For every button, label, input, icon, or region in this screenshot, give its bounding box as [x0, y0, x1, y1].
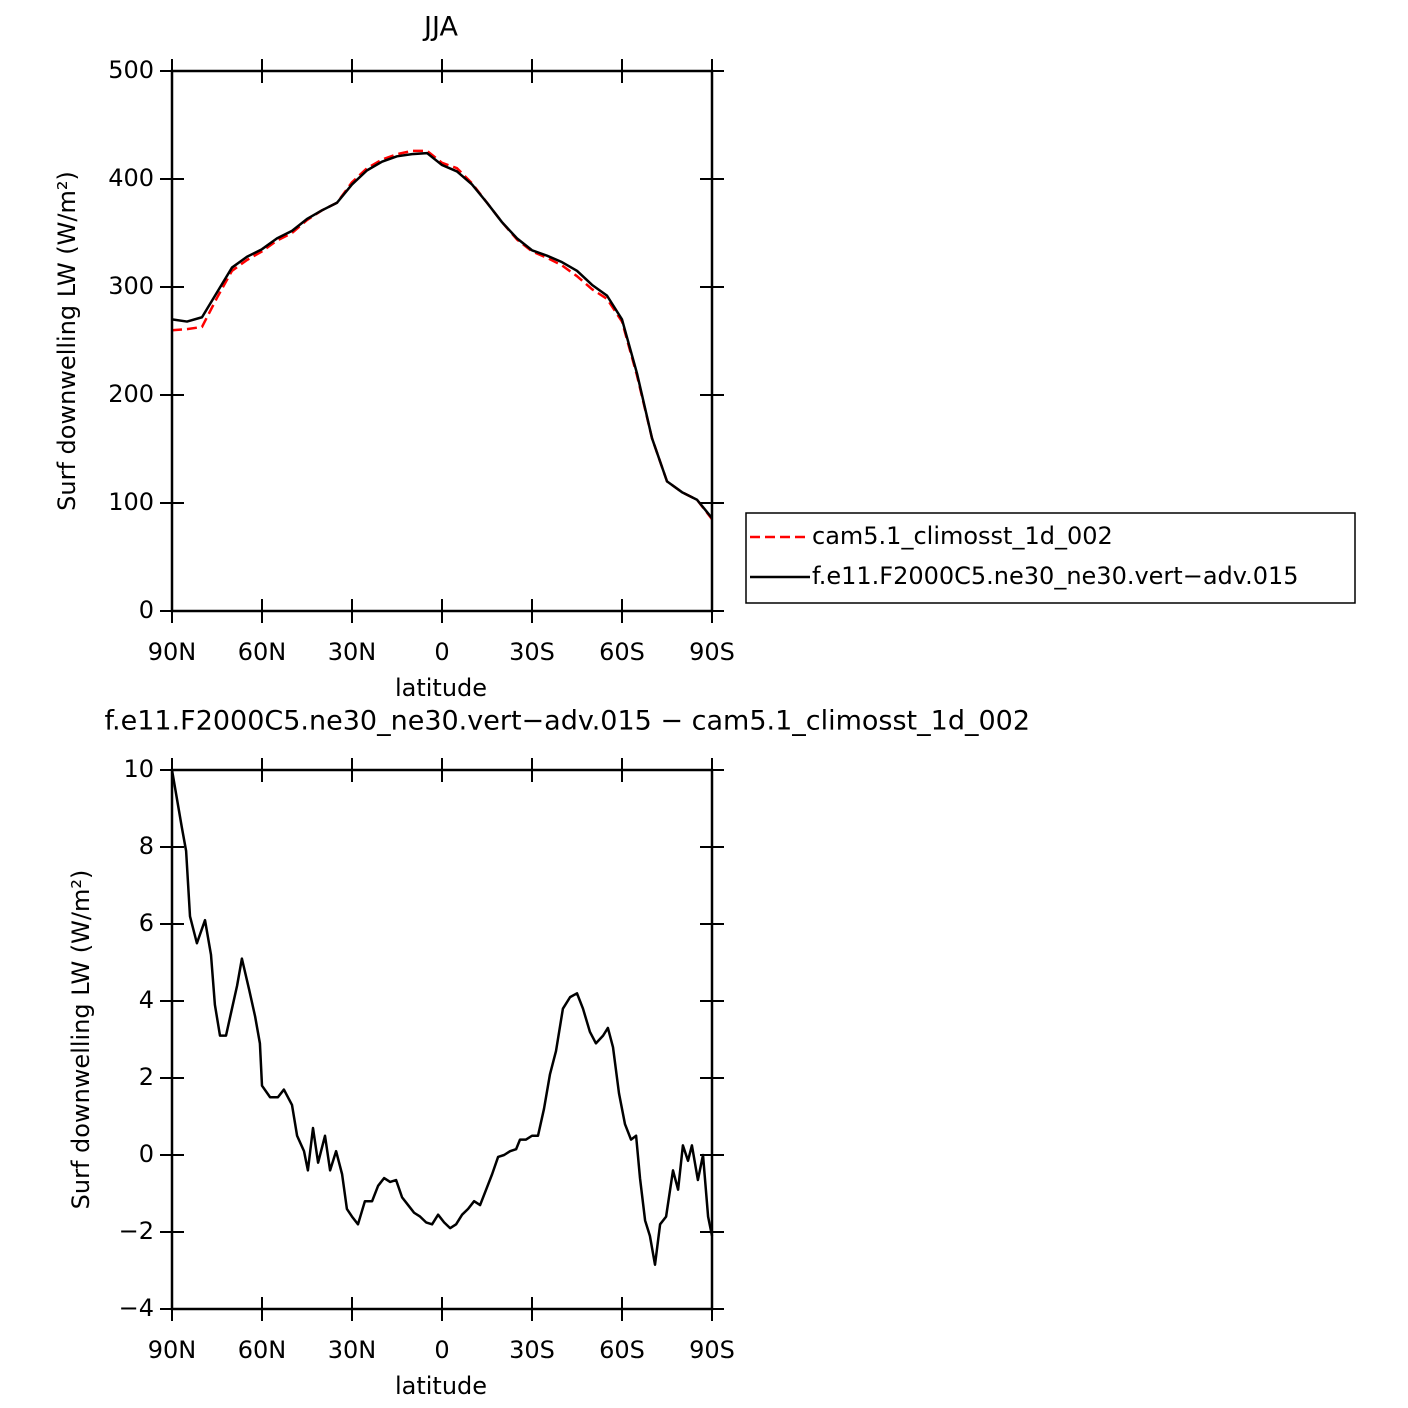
chart-title: f.e11.F2000C5.ne30_ne30.vert−adv.015 − c…	[104, 706, 1030, 737]
data-line	[170, 769, 714, 1266]
legend-box	[745, 512, 1356, 604]
y-tick-label: 100	[108, 488, 154, 516]
y-tick-label: 6	[139, 909, 154, 937]
x-tick-label: 0	[434, 638, 449, 666]
y-tick-label: 200	[108, 380, 154, 408]
x-tick-label: 90N	[148, 638, 197, 666]
y-tick-label: 10	[123, 755, 154, 783]
chart-title: JJA	[422, 12, 458, 43]
data-line	[171, 151, 713, 519]
x-tick-label: 60S	[599, 1336, 645, 1364]
legend-label: f.e11.F2000C5.ne30_ne30.vert−adv.015	[812, 562, 1299, 590]
x-tick-label: 30N	[328, 638, 377, 666]
y-tick-label: 8	[139, 832, 154, 860]
x-axis-label: latitude	[395, 674, 487, 702]
y-tick-label: −4	[119, 1294, 154, 1322]
x-tick-label: 30N	[328, 1336, 377, 1364]
x-axis-label: latitude	[395, 1372, 487, 1400]
y-axis-label: Surf downwelling LW (W/m²)	[53, 171, 81, 511]
y-tick-label: 4	[139, 986, 154, 1014]
y-tick-label: 300	[108, 272, 154, 300]
x-tick-label: 60S	[599, 638, 645, 666]
x-tick-label: 90S	[689, 638, 735, 666]
legend-label: cam5.1_climosst_1d_002	[812, 522, 1113, 550]
x-tick-label: 0	[434, 1336, 449, 1364]
x-tick-label: 90N	[148, 1336, 197, 1364]
x-tick-label: 60N	[238, 638, 287, 666]
x-tick-label: 30S	[509, 638, 555, 666]
y-tick-label: 400	[108, 164, 154, 192]
y-tick-label: 2	[139, 1063, 154, 1091]
x-tick-label: 60N	[238, 1336, 287, 1364]
y-tick-label: 0	[139, 596, 154, 624]
plot-frame	[170, 768, 714, 1311]
x-tick-label: 30S	[509, 1336, 555, 1364]
plot-frame	[170, 69, 714, 613]
y-tick-label: 500	[108, 56, 154, 84]
x-tick-label: 90S	[689, 1336, 735, 1364]
y-tick-label: 0	[139, 1140, 154, 1168]
y-tick-label: −2	[119, 1217, 154, 1245]
y-axis-label: Surf downwelling LW (W/m²)	[67, 870, 95, 1210]
data-line	[171, 149, 713, 520]
